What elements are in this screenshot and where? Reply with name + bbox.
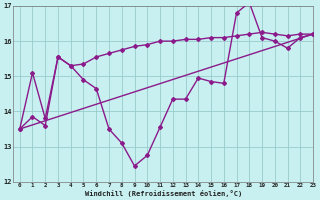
X-axis label: Windchill (Refroidissement éolien,°C): Windchill (Refroidissement éolien,°C) <box>84 190 242 197</box>
